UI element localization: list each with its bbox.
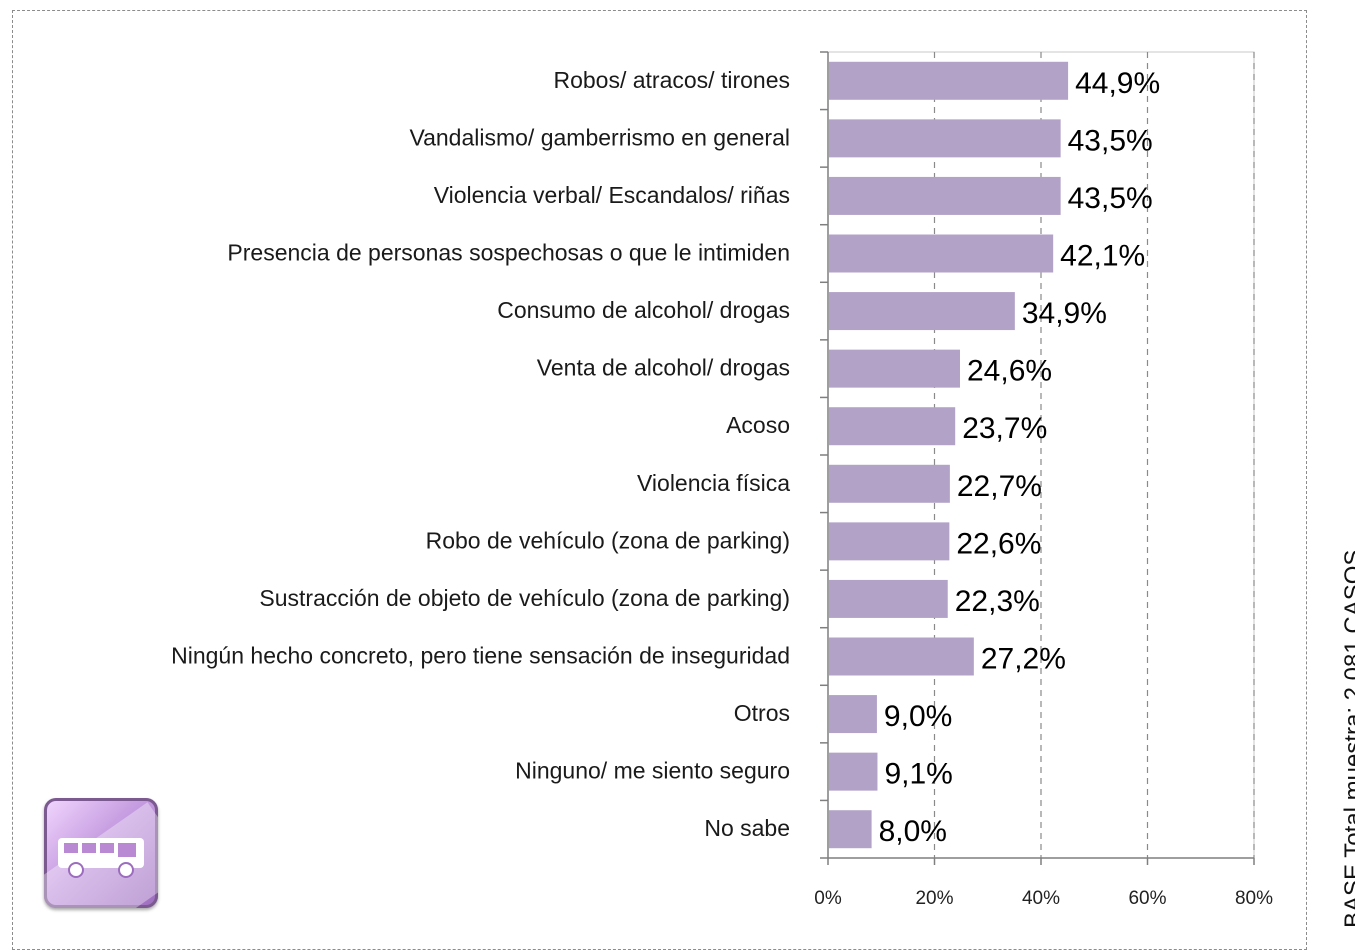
bar	[829, 810, 872, 849]
x-tick-label: 20%	[915, 888, 953, 909]
value-label: 43,5%	[1068, 124, 1153, 157]
value-label: 9,1%	[884, 758, 952, 791]
value-label: 22,3%	[955, 585, 1040, 618]
sample-base-note: BASE Total muestra: 2.081 CASOS	[1340, 549, 1355, 928]
category-label: Robos/ atracos/ tirones	[553, 67, 790, 93]
bar	[829, 176, 1061, 215]
bar	[829, 407, 956, 446]
bar	[829, 61, 1069, 100]
category-label: Ningún hecho concreto, pero tiene sensac…	[171, 643, 790, 669]
value-label: 22,7%	[957, 470, 1042, 503]
category-label: Ninguno/ me siento seguro	[515, 758, 790, 784]
value-label: 8,0%	[879, 815, 947, 848]
value-label: 9,0%	[884, 700, 952, 733]
category-label: Robo de vehículo (zona de parking)	[426, 527, 790, 553]
bar	[829, 234, 1054, 273]
bar	[829, 752, 878, 791]
bar	[829, 349, 960, 388]
bar	[829, 292, 1015, 331]
x-tick-label: 60%	[1128, 888, 1166, 909]
value-label: 23,7%	[962, 412, 1047, 445]
category-label: Sustracción de objeto de vehículo (zona …	[259, 585, 790, 611]
category-label: Violencia verbal/ Escandalos/ riñas	[434, 182, 790, 208]
value-label: 42,1%	[1060, 240, 1145, 273]
value-label: 43,5%	[1068, 182, 1153, 215]
category-label: Presencia de personas sospechosas o que …	[227, 240, 790, 266]
category-label: Consumo de alcohol/ drogas	[497, 297, 790, 323]
category-label: Acoso	[726, 412, 790, 438]
category-label: Vandalismo/ gamberrismo en general	[409, 124, 790, 150]
bar	[829, 119, 1061, 158]
bar	[829, 637, 974, 676]
category-label: No sabe	[704, 815, 790, 841]
bar	[829, 695, 877, 734]
bar	[829, 579, 948, 618]
bus-icon	[58, 838, 144, 878]
category-label: Violencia física	[637, 470, 790, 496]
value-label: 34,9%	[1022, 297, 1107, 330]
bus-badge	[44, 798, 158, 908]
bar	[829, 522, 950, 561]
value-label: 24,6%	[967, 355, 1052, 388]
category-label: Otros	[734, 700, 790, 726]
value-label: 27,2%	[981, 643, 1066, 676]
value-label: 22,6%	[956, 527, 1041, 560]
value-label: 44,9%	[1075, 67, 1160, 100]
bar	[829, 464, 950, 503]
x-tick-label: 0%	[814, 888, 842, 909]
x-tick-label: 80%	[1235, 888, 1273, 909]
x-tick-label: 40%	[1022, 888, 1060, 909]
bar-chart: Robos/ atracos/ tirones 44,9% Vandalismo/ …	[171, 51, 1273, 909]
category-label: Venta de alcohol/ drogas	[537, 355, 790, 381]
